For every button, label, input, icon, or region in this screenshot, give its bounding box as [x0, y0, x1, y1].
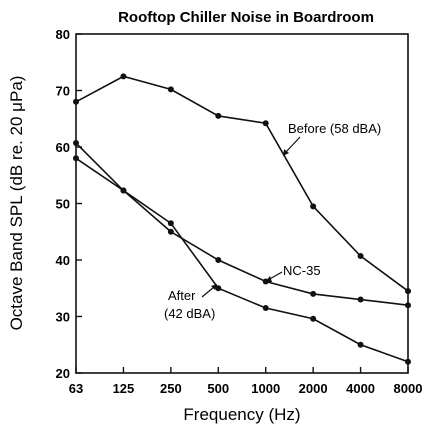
y-tick-label: 20 — [56, 366, 70, 381]
annotation-before-leader — [284, 136, 301, 154]
annotation-after-leader — [201, 286, 215, 298]
x-tick-label: 125 — [113, 381, 135, 396]
data-point — [310, 290, 317, 297]
data-point — [310, 203, 317, 210]
data-point — [405, 302, 411, 309]
series-after — [73, 140, 411, 365]
data-point — [310, 315, 317, 322]
series-before-line — [75, 75, 409, 292]
series-nc35 — [73, 155, 411, 309]
annotation-before: Before (58 dBA) — [288, 121, 381, 136]
annotation-after-line1: After — [168, 288, 196, 303]
annotation-nc35: NC-35 — [283, 263, 321, 278]
data-point — [73, 98, 79, 105]
chart-title: Rooftop Chiller Noise in Boardroom — [118, 9, 374, 26]
series-nc35-line — [75, 157, 409, 306]
data-point — [73, 140, 79, 147]
y-tick-label: 40 — [56, 253, 70, 268]
data-point — [120, 73, 127, 80]
annotation-before-arrow — [283, 149, 289, 156]
y-tick-label: 80 — [56, 27, 70, 42]
series-after-line — [75, 142, 409, 363]
x-tick-label: 2000 — [299, 381, 328, 396]
data-point — [357, 341, 364, 348]
y-axis-ticks: 20 30 40 50 60 70 80 — [56, 27, 82, 381]
data-point — [357, 296, 364, 303]
annotation-after-arrow — [211, 284, 217, 290]
data-point — [167, 220, 174, 227]
data-point — [215, 112, 222, 119]
y-tick-label: 50 — [56, 197, 70, 212]
data-point — [405, 288, 411, 295]
data-point — [73, 155, 79, 162]
x-axis-label: Frequency (Hz) — [183, 405, 300, 424]
data-point — [120, 187, 127, 194]
y-tick-label: 30 — [56, 310, 70, 325]
x-axis-ticks: 63 125 250 500 1000 2000 4000 8000 — [69, 367, 423, 396]
data-point — [215, 257, 222, 263]
data-point — [167, 228, 174, 235]
annotation-nc35-arrow — [265, 276, 272, 282]
data-point — [262, 305, 269, 312]
x-tick-label: 8000 — [394, 381, 423, 396]
series-before — [73, 73, 411, 295]
plot-area — [75, 33, 409, 374]
y-tick-label: 70 — [56, 84, 70, 99]
data-point — [405, 358, 411, 365]
data-point — [262, 120, 269, 127]
plot-border — [75, 33, 409, 374]
annotation-layer: Before (58 dBA) NC-35 After (42 dBA) — [164, 121, 381, 321]
annotation-after-line2: (42 dBA) — [164, 306, 215, 321]
y-tick-label: 60 — [56, 140, 70, 155]
data-point — [357, 253, 364, 260]
data-point — [167, 86, 174, 93]
x-tick-label: 1000 — [251, 381, 280, 396]
x-tick-label: 500 — [207, 381, 229, 396]
x-tick-label: 4000 — [346, 381, 375, 396]
y-axis-label: Octave Band SPL (dB re. 20 μPa) — [7, 76, 26, 331]
x-tick-label: 63 — [69, 381, 83, 396]
series-layer — [73, 73, 411, 365]
data-point — [215, 285, 222, 292]
x-tick-label: 250 — [160, 381, 182, 396]
